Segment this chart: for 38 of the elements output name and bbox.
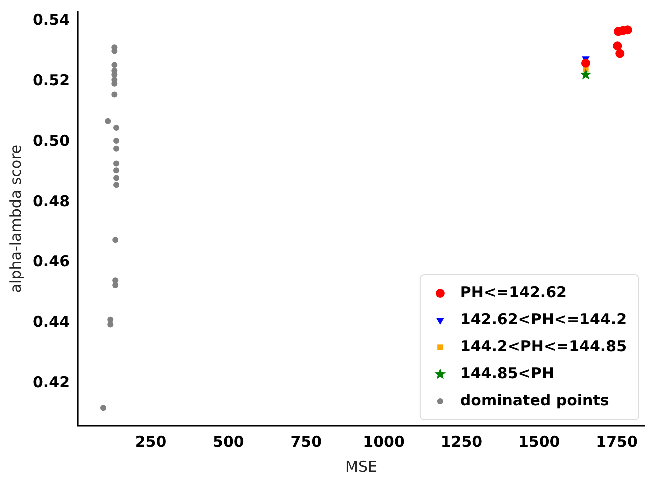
- point: [114, 182, 120, 188]
- point: [114, 138, 120, 144]
- point: [108, 322, 114, 328]
- y-tick-label: 0.42: [32, 374, 70, 392]
- point: [114, 175, 120, 182]
- y-tick-label: 0.46: [32, 252, 70, 271]
- x-tick-label: 250: [135, 432, 167, 451]
- legend-label: 142.62<PH<=144.2: [460, 310, 628, 328]
- x-tick-label: 1750: [596, 432, 638, 451]
- x-tick-label: 750: [290, 432, 322, 451]
- point: [112, 62, 118, 68]
- x-tick-label: 500: [213, 432, 244, 451]
- x-axis-title: MSE: [346, 458, 378, 476]
- point: [100, 405, 106, 412]
- legend-label: 144.85<PH: [460, 364, 554, 382]
- legend-label: dominated points: [460, 391, 610, 410]
- point: [581, 58, 590, 68]
- point: [114, 160, 120, 167]
- point: [616, 49, 625, 58]
- x-tick-label: 1500: [518, 432, 560, 451]
- y-tick-label: 0.54: [32, 10, 70, 29]
- legend-label: 144.2<PH<=144.85: [460, 337, 628, 356]
- y-tick-label: 0.44: [32, 313, 70, 332]
- x-tick-label: 1250: [440, 432, 483, 451]
- point: [114, 125, 120, 132]
- point: [114, 146, 120, 152]
- point: [580, 68, 592, 80]
- point: [613, 42, 622, 51]
- x-tick-label: 1000: [363, 432, 405, 451]
- y-tick-label: 0.50: [32, 132, 70, 150]
- point: [105, 118, 112, 124]
- y-tick-label: 0.52: [32, 71, 70, 90]
- y-tick-label: 0.48: [32, 192, 70, 210]
- point: [114, 168, 120, 174]
- legend-label: PH<=142.62: [460, 283, 567, 302]
- y-axis-title: alpha-lambda score: [6, 144, 25, 294]
- point: [112, 237, 119, 244]
- point: [112, 92, 118, 98]
